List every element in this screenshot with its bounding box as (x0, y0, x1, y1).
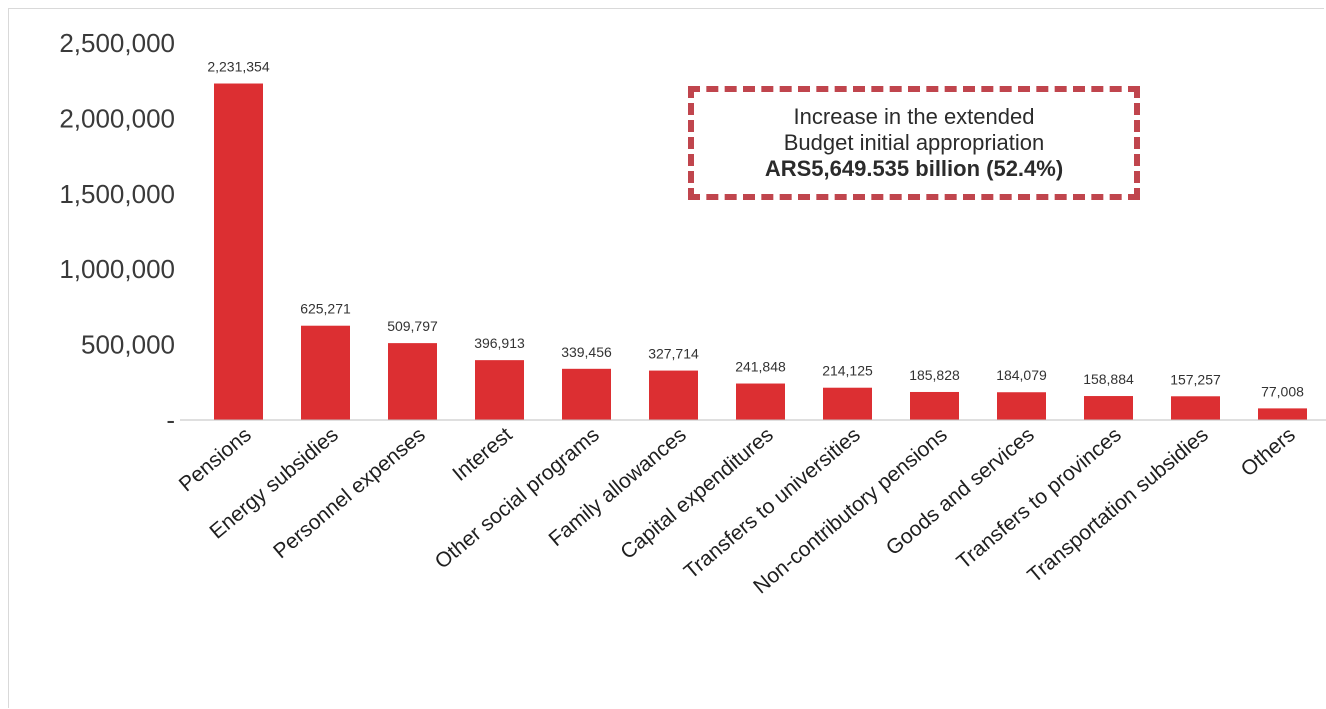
data-label: 185,828 (909, 367, 960, 383)
x-tick-label: Transfers to provinces (952, 423, 1125, 574)
y-tick-label: 2,500,000 (59, 28, 175, 58)
bar (214, 83, 263, 421)
x-tick-label: Transportation subsidies (1023, 423, 1212, 587)
callout-box: Increase in the extended Budget initial … (688, 86, 1140, 200)
x-tick-label: Pensions (175, 423, 256, 496)
x-tick-label: Capital expenditures (616, 423, 777, 564)
bar (910, 391, 959, 420)
data-label: 396,913 (474, 335, 525, 351)
data-labels: 2,231,354 625,271 509,797 396,913 339,456 327… (207, 59, 1304, 400)
data-label: 241,848 (735, 359, 786, 375)
data-label: 339,456 (561, 344, 612, 360)
data-label: 327,714 (648, 346, 699, 362)
y-tick-label: 500,000 (81, 330, 175, 360)
data-label: 77,008 (1261, 383, 1304, 399)
data-label: 509,797 (387, 318, 438, 334)
x-tick-label: Goods and services (882, 423, 1039, 560)
y-tick-label: 2,000,000 (59, 103, 175, 133)
data-label: 2,231,354 (207, 59, 269, 75)
x-tick-label: Others (1237, 423, 1300, 481)
data-label: 184,079 (996, 367, 1047, 383)
data-label: 214,125 (822, 363, 873, 379)
bar (562, 368, 611, 420)
bar (301, 325, 350, 420)
bar (475, 360, 524, 420)
bar (1258, 408, 1307, 420)
bar (997, 392, 1046, 420)
y-axis: - 500,000 1,000,000 1,500,000 2,000,000 2,500… (59, 28, 175, 435)
y-tick-label: 1,000,000 (59, 254, 175, 284)
y-tick-label: - (166, 405, 175, 435)
x-tick-label: Transfers to universities (680, 423, 865, 583)
y-tick-label: 1,500,000 (59, 179, 175, 209)
chart-frame (8, 8, 1324, 708)
bars (214, 83, 1307, 421)
bar (649, 370, 698, 420)
bar (1171, 396, 1220, 420)
callout-total: ARS5,649.535 billion (52.4%) (764, 156, 1064, 181)
bar (823, 387, 872, 420)
x-tick-label: Interest (448, 423, 517, 486)
data-label: 625,271 (300, 301, 351, 317)
x-tick-label: Personnel expenses (269, 423, 430, 563)
x-tick-label: Other social programs (431, 423, 604, 573)
data-label: 157,257 (1170, 371, 1221, 387)
data-label: 158,884 (1083, 371, 1134, 387)
callout-line-2: Budget initial appropriation (783, 130, 1045, 155)
bar (1084, 396, 1133, 420)
bar (388, 343, 437, 420)
bar (736, 383, 785, 420)
callout-line-1: Increase in the extended (793, 104, 1035, 129)
